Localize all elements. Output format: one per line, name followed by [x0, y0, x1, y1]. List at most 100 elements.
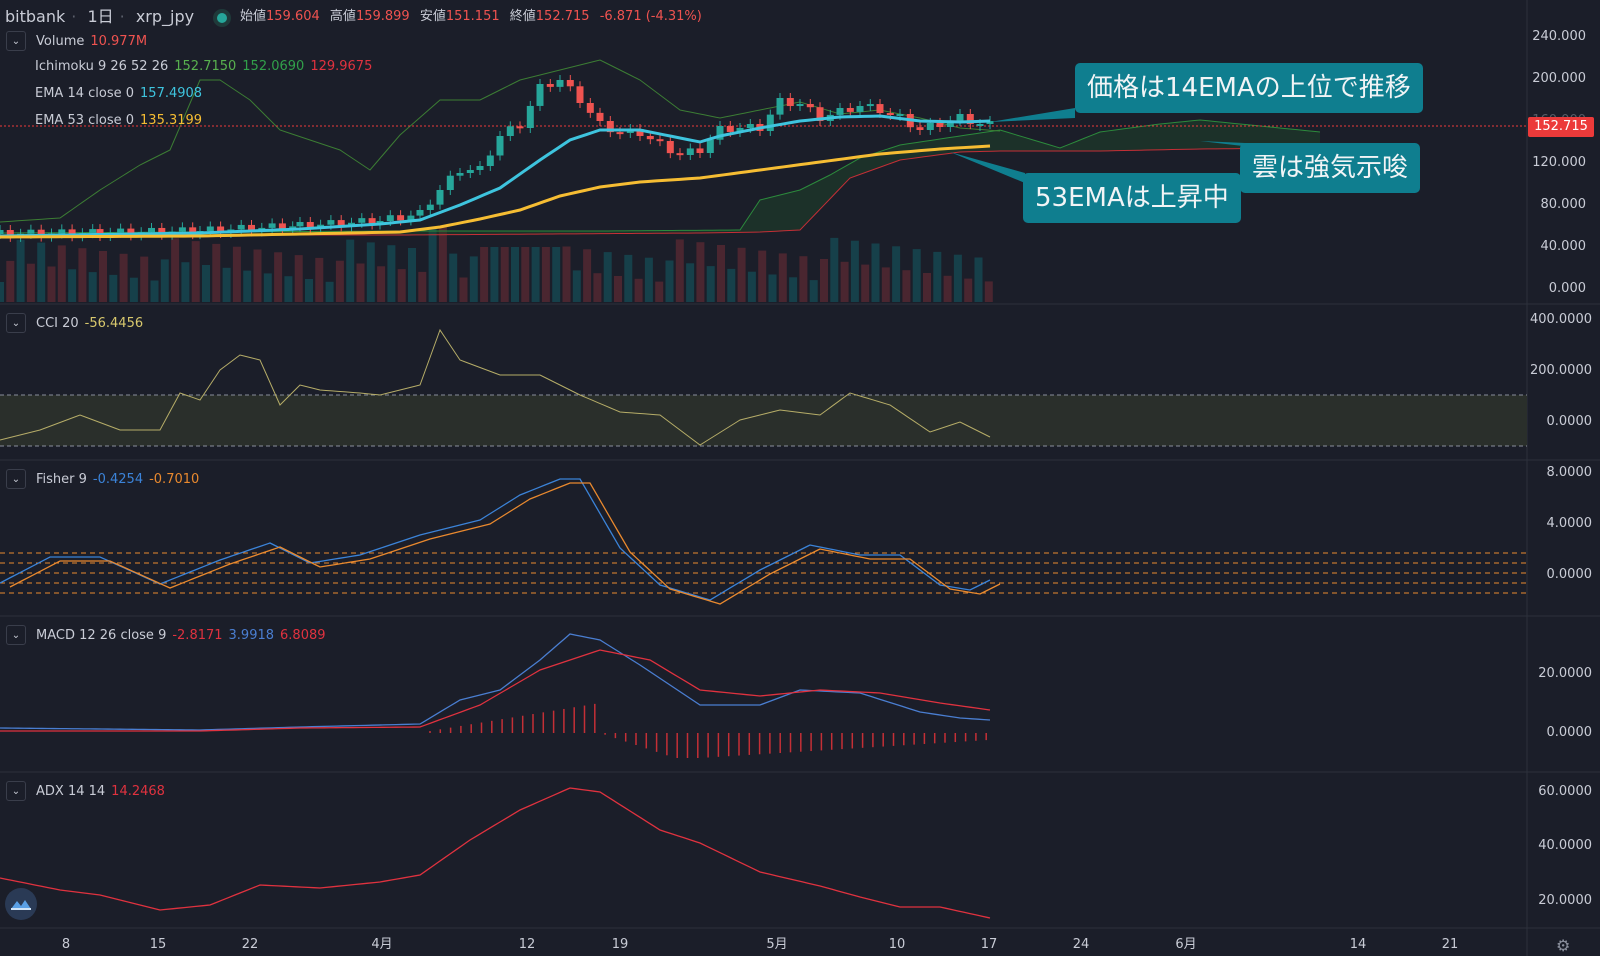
y-tick: 40.0000 [1538, 838, 1592, 853]
fisher-levels [0, 552, 1527, 594]
chevron-down-icon[interactable]: ⌄ [6, 469, 26, 489]
ichimoku-legend[interactable]: Ichimoku 9 26 52 26 152.7150 152.0690 129.9… [35, 59, 373, 74]
volume-bar [305, 279, 313, 302]
volume-bar [469, 256, 478, 302]
candle-body [306, 222, 314, 229]
volume-bar [768, 274, 777, 302]
volume-bar [706, 266, 715, 302]
candle-body [68, 229, 76, 237]
callout-3-pointer [950, 152, 1025, 183]
candle-body [716, 126, 724, 140]
tradingview-logo-icon[interactable] [5, 888, 37, 920]
candle-body [496, 136, 504, 156]
annotation-callout[interactable]: 価格は14EMAの上位で推移 [1075, 63, 1423, 113]
candle-body [726, 126, 734, 132]
volume-bar [830, 237, 839, 302]
volume-bar [222, 267, 231, 302]
volume-bar [109, 274, 118, 302]
volume-bar [593, 273, 602, 302]
candle-body [876, 104, 884, 113]
interval[interactable]: 1日 [87, 7, 114, 26]
exchange-name[interactable]: bitbank [5, 7, 66, 26]
chevron-down-icon[interactable]: ⌄ [6, 31, 26, 51]
volume-bar [88, 272, 97, 302]
volume-bar [150, 280, 159, 302]
candle-body [806, 104, 814, 108]
volume-bar [675, 239, 684, 302]
ema53-legend[interactable]: EMA 53 close 0 135.3199 [35, 113, 203, 128]
candle-body [796, 104, 804, 107]
volume-bar [459, 277, 468, 302]
chevron-down-icon[interactable]: ⌄ [6, 313, 26, 333]
candle-body [516, 126, 524, 129]
candle-body [566, 80, 574, 87]
volume-bar [881, 267, 890, 302]
chevron-down-icon[interactable]: ⌄ [6, 625, 26, 645]
annotation-callout[interactable]: 53EMAは上昇中 [1023, 173, 1241, 223]
volume-bar [202, 265, 210, 302]
candle-body [556, 80, 564, 87]
volume-bar [325, 281, 334, 302]
volume-bar [243, 270, 252, 302]
volume-bar [480, 247, 489, 302]
volume-bar [809, 280, 818, 302]
y-tick: 200.0000 [1530, 363, 1592, 378]
volume-bar [335, 260, 344, 302]
candle-body [486, 155, 494, 166]
volume-bar [572, 270, 581, 302]
macd-histogram [429, 703, 987, 758]
volume-legend: ⌄ Volume 10.977M [6, 31, 153, 51]
volume-bar [953, 254, 962, 302]
candle-body [746, 124, 754, 128]
x-tick: 14 [1350, 937, 1367, 952]
close-value: 152.715 [535, 9, 590, 24]
candle-body [636, 129, 644, 136]
y-tick: 60.0000 [1538, 784, 1592, 799]
volume-bar [37, 242, 46, 302]
candle-body [916, 127, 924, 130]
volume-bar [778, 253, 787, 302]
candle-body [416, 210, 424, 216]
x-tick: 19 [612, 937, 629, 952]
volume-bar [6, 260, 15, 302]
volume-bar [902, 270, 911, 302]
volume-bar [428, 227, 437, 302]
x-tick: 24 [1073, 937, 1090, 952]
candle-body [337, 220, 345, 227]
volume-bar [366, 242, 375, 302]
x-tick: 15 [150, 937, 167, 952]
volume-bar [181, 262, 190, 302]
volume-bar [99, 251, 107, 302]
ema53-line [0, 144, 991, 239]
volume-bar [438, 227, 447, 302]
candle-body [426, 204, 434, 210]
volume-bar [57, 245, 66, 302]
candle-body [397, 215, 405, 221]
volume-bar [974, 257, 983, 302]
chevron-down-icon[interactable]: ⌄ [6, 781, 26, 801]
symbol[interactable]: xrp_jpy [135, 7, 195, 26]
volume-bar [160, 259, 169, 302]
candle-body [966, 114, 974, 125]
candle-body [58, 229, 66, 234]
volume-bar [758, 250, 767, 302]
volume-bar [387, 245, 396, 302]
fisher-line [0, 478, 991, 601]
y-tick: 0.0000 [1547, 414, 1593, 429]
candle-body [546, 84, 554, 87]
volume-bar [850, 240, 859, 302]
candle-body [896, 114, 904, 116]
candle-body [506, 126, 514, 136]
y-tick: 8.0000 [1547, 465, 1593, 480]
volume-bar [0, 282, 4, 302]
gear-icon[interactable]: ⚙ [1556, 936, 1571, 955]
market-status-icon [217, 12, 228, 23]
candle-body [946, 120, 954, 127]
ema14-legend[interactable]: EMA 14 close 0 157.4908 [35, 86, 203, 101]
candle-body [586, 103, 594, 113]
volume-bar [747, 271, 756, 302]
fisher-legend: ⌄ Fisher 9 -0.4254 -0.7010 [6, 469, 205, 489]
volume-bar [871, 243, 880, 302]
annotation-callout[interactable]: 雲は強気示唆 [1240, 143, 1421, 193]
volume-bar [820, 259, 828, 302]
